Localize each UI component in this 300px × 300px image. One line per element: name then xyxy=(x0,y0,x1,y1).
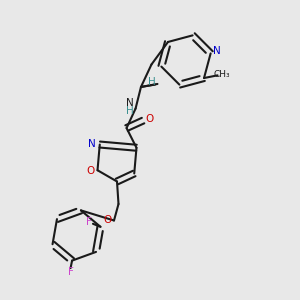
Text: O: O xyxy=(86,166,94,176)
Text: O: O xyxy=(103,215,112,225)
Text: N: N xyxy=(126,98,134,108)
Text: N: N xyxy=(88,139,96,148)
Text: H: H xyxy=(126,106,134,116)
Text: F: F xyxy=(86,217,92,227)
Text: H: H xyxy=(148,77,156,88)
Text: N: N xyxy=(213,46,221,56)
Text: CH₃: CH₃ xyxy=(214,70,230,79)
Text: O: O xyxy=(146,114,154,124)
Text: F: F xyxy=(68,267,74,277)
